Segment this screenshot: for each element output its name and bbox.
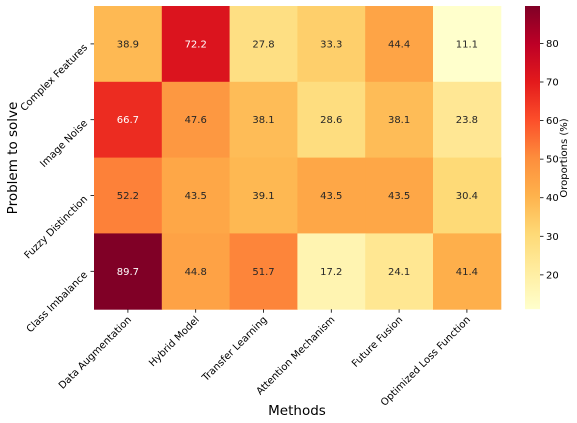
heatmap-cell (297, 233, 366, 310)
x-tick-label: Transfer Learning (200, 315, 270, 385)
cell-value-label: 44.8 (185, 267, 207, 278)
cell-value-label: 17.2 (320, 267, 342, 278)
heatmap-cell (297, 6, 366, 83)
y-tick-label: Complex Features (19, 42, 90, 113)
heatmap-cell (94, 81, 163, 159)
cell-value-label: 72.2 (185, 39, 207, 50)
colorbar-tick-label: 70 (546, 77, 559, 88)
heatmap-cell (433, 233, 502, 310)
cell-value-label: 30.4 (456, 191, 478, 202)
colorbar-tick-label: 40 (546, 193, 559, 204)
x-tick-label: Hybrid Model (147, 315, 202, 370)
heatmap-cell (297, 81, 366, 159)
heatmap-cell (297, 157, 366, 234)
cell-value-label: 43.5 (320, 191, 342, 202)
colorbar-tick-label: 60 (546, 116, 559, 127)
heatmap-cell (229, 6, 298, 83)
heatmap-cell (161, 233, 231, 310)
colorbar: 20 30 40 50 60 70 80 (525, 6, 559, 310)
heatmap-cell (94, 6, 163, 83)
heatmap-cell (94, 157, 163, 234)
cell-value-label: 89.7 (117, 267, 139, 278)
y-axis-title: Problem to solve (5, 102, 21, 215)
heatmap-cell (229, 233, 298, 310)
cell-value-label: 44.4 (388, 39, 410, 50)
y-tick-label: Class Imbalance (25, 270, 90, 335)
heatmap-cell (433, 6, 502, 83)
heatmap-cell (433, 157, 502, 234)
heatmap-cell (365, 81, 434, 159)
heatmap-cell (365, 233, 434, 310)
colorbar-label: Oroportions (%) (559, 118, 570, 197)
heatmap-cell (161, 157, 231, 234)
heatmap-cell (161, 6, 231, 83)
colorbar-tick-label: 30 (546, 232, 559, 243)
heatmap-cell (365, 6, 434, 83)
cell-value-label: 41.4 (456, 267, 478, 278)
x-axis-title: Methods (268, 403, 326, 419)
x-tick-label: Attention Mechanism (255, 315, 338, 398)
colorbar-tick-label: 50 (546, 155, 559, 166)
cell-value-label: 66.7 (117, 115, 139, 126)
heatmap-cell (365, 157, 434, 234)
y-tick-label: Fuzzy Distinction (23, 194, 91, 262)
cell-value-label: 39.1 (252, 191, 274, 202)
heatmap-cell (433, 81, 502, 159)
heatmap-cell (161, 81, 231, 159)
cell-value-label: 27.8 (252, 39, 274, 50)
cell-value-label: 43.5 (388, 191, 410, 202)
cell-value-label: 52.2 (117, 191, 139, 202)
x-tick-label: Future Fusion (350, 315, 405, 370)
heatmap-cells: 38.9 72.2 27.8 33.3 44.4 11.1 66.7 47.6 38.1 28.6… (94, 6, 502, 310)
cell-value-label: 28.6 (320, 115, 342, 126)
cell-value-label: 43.5 (185, 191, 207, 202)
heatmap-cell (94, 233, 163, 310)
colorbar-tick-label: 20 (546, 270, 559, 281)
cell-value-label: 24.1 (388, 267, 410, 278)
heatmap-cell (229, 157, 298, 234)
y-tick-label: Image Noise (38, 118, 90, 170)
colorbar-gradient (525, 6, 540, 310)
cell-value-label: 11.1 (456, 39, 478, 50)
cell-value-label: 38.1 (252, 115, 274, 126)
cell-value-label: 51.7 (252, 267, 274, 278)
cell-value-label: 23.8 (456, 115, 478, 126)
heatmap-cell (229, 81, 298, 159)
x-tick-label: Data Augmentation (57, 315, 134, 392)
cell-value-label: 47.6 (185, 115, 207, 126)
cell-value-label: 33.3 (320, 39, 342, 50)
cell-value-label: 38.1 (388, 115, 410, 126)
colorbar-tick-label: 80 (546, 39, 559, 50)
cell-value-label: 38.9 (117, 39, 139, 50)
